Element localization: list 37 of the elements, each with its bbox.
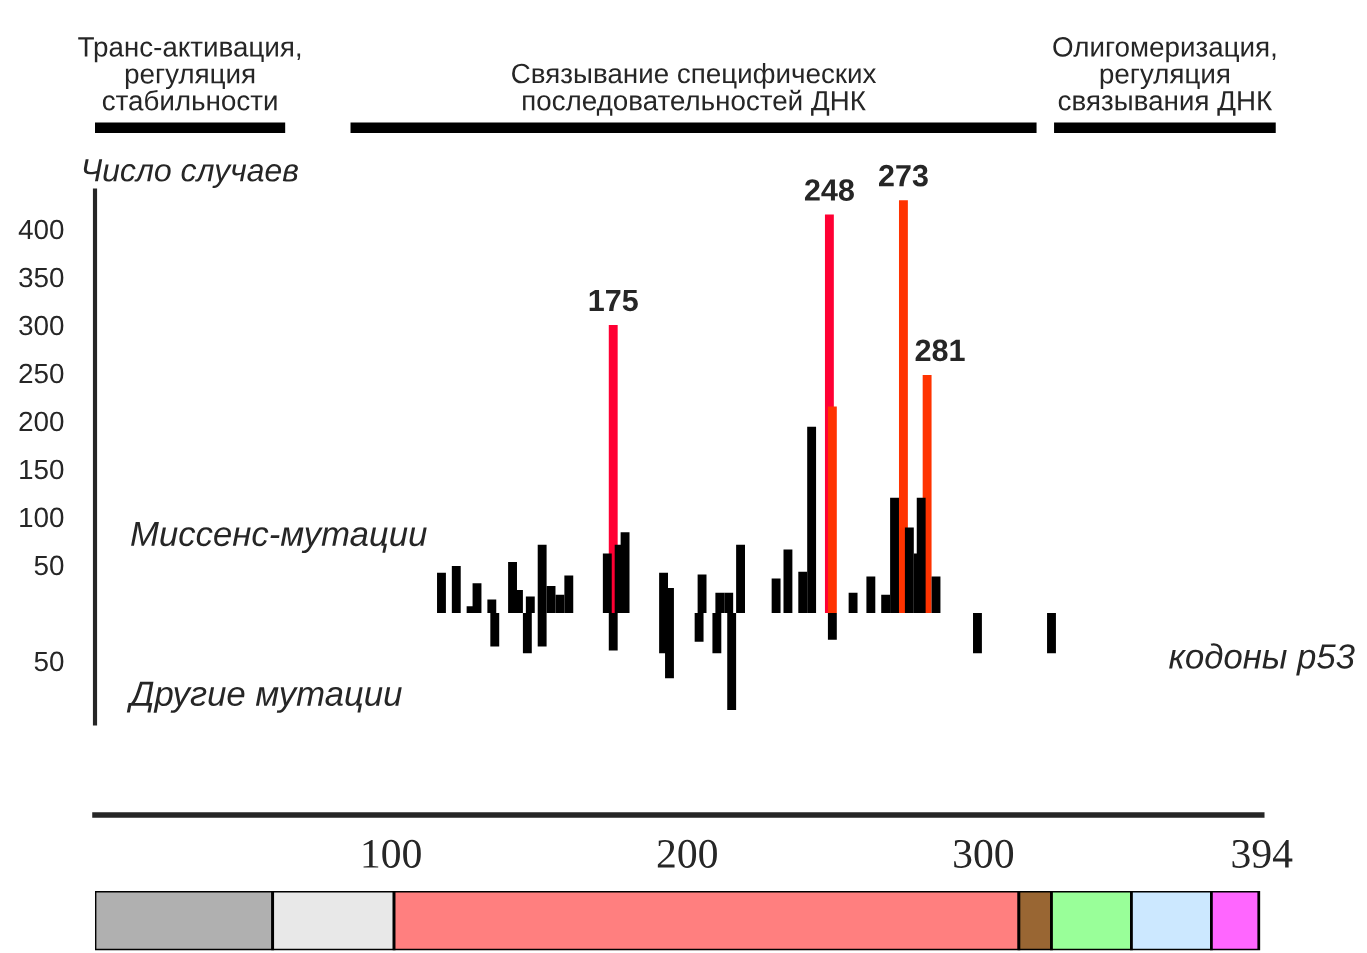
bar — [736, 544, 745, 613]
annotation: Другие мутации — [126, 681, 402, 713]
y-tick-label: 250 — [19, 363, 64, 384]
x-tick-label: 394 — [1232, 839, 1293, 868]
bar — [973, 612, 982, 654]
y-tick-label: 300 — [19, 315, 64, 336]
bar — [451, 565, 461, 613]
y-tick-label: 150 — [20, 459, 64, 480]
y-tick-label: 50 — [34, 651, 64, 672]
text: Связывание специфических последовательностей ДНК — [512, 62, 877, 116]
text: Транс-активация, регуляция стабильности — [78, 37, 301, 111]
bar — [827, 406, 837, 613]
annotation: 281 — [915, 339, 965, 362]
x-tick-label: 100 — [363, 839, 421, 868]
bar — [866, 576, 876, 613]
bar — [771, 578, 781, 613]
bar — [827, 612, 837, 640]
annotation: Миссенс-мутации — [131, 521, 427, 554]
y-axis-title: Число случаев — [83, 159, 298, 188]
y-tick-label: 100 — [20, 507, 64, 528]
annotation: 273 — [879, 164, 928, 187]
y-tick-label: 350 — [19, 267, 64, 288]
bar — [931, 576, 941, 613]
y-tick-label: 200 — [19, 411, 64, 432]
bar — [1047, 612, 1056, 654]
x-tick-label: 300 — [954, 839, 1014, 868]
annotation: 175 — [589, 289, 638, 312]
bar — [437, 572, 446, 613]
bar — [848, 592, 858, 613]
y-tick-label: 400 — [18, 219, 64, 240]
y-tick-label: 50 — [34, 555, 64, 576]
bar — [783, 549, 793, 613]
x-axis-title: кодоны p53 — [1169, 643, 1355, 676]
x-tick-label: 200 — [657, 839, 717, 868]
annotation: 248 — [804, 179, 854, 201]
text: Олигомеризация, регуляция связывания ДНК — [1053, 37, 1276, 116]
bar — [898, 200, 908, 613]
